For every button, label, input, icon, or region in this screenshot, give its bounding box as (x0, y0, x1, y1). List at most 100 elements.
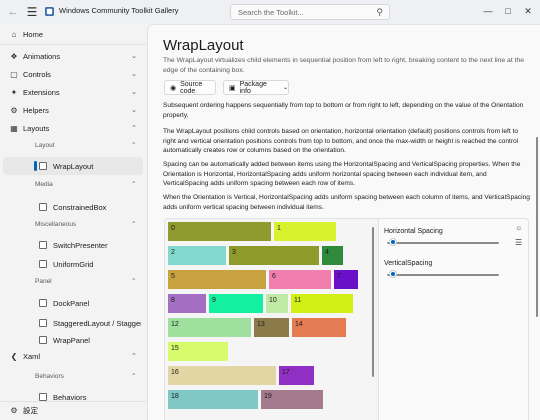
wrap-item-19: 19 (261, 390, 323, 409)
chevron-up-icon[interactable]: ⌃ (131, 373, 137, 380)
sidebar-item-label: Behaviors (53, 393, 87, 402)
app-logo-icon (45, 7, 54, 16)
divider (0, 401, 147, 402)
wrap-item-10: 10 (266, 294, 288, 313)
sidebar-item-label: ConstrainedBox (53, 203, 107, 212)
sidebar-item-settings[interactable]: ⚙ 設定 (3, 401, 143, 419)
wrap-item-17: 17 (279, 366, 314, 385)
dockpanel-icon (39, 299, 47, 307)
sidebar-item-label: Animations (23, 51, 61, 61)
group-header-behaviors: Behaviors (35, 373, 64, 380)
chevron-up-icon[interactable]: ⌃ (131, 221, 137, 228)
animations-icon: ❖ (10, 51, 18, 61)
horizontal-spacing-slider[interactable] (387, 242, 499, 244)
chevron-down-icon: ⌄ (282, 85, 288, 91)
search-icon[interactable]: ⚲ (376, 7, 383, 17)
wrap-item-2: 2 (168, 246, 226, 265)
sidebar-item-switchpresenter[interactable]: SwitchPresenter (3, 236, 143, 254)
vertical-spacing-thumb[interactable] (389, 271, 396, 277)
chevron-up-icon[interactable]: ⌃ (131, 278, 137, 285)
wrap-item-3: 3 (229, 246, 319, 265)
sidebar-item-controls[interactable]: ▢ Controls ⌄ (3, 65, 143, 83)
behaviors-icon (39, 393, 47, 401)
wrap-item-13: 13 (254, 318, 289, 337)
vertical-spacing-slider[interactable] (387, 274, 499, 276)
wrap-item-11: 11 (291, 294, 353, 313)
window-title: Windows Community Toolkit Gallery (59, 6, 179, 15)
controls-icon: ▢ (10, 69, 18, 79)
sidebar-item-wrappanel[interactable]: WrapPanel (3, 331, 143, 349)
gear-icon: ⚙ (10, 405, 18, 415)
content-pane: WrapLayout The WrapLayout virtualizes ch… (147, 24, 540, 420)
demo-scrollbar[interactable] (372, 227, 374, 377)
home-icon: ⌂ (11, 29, 17, 39)
maximize-icon[interactable]: □ (505, 6, 511, 16)
wraplayout-icon (39, 162, 47, 170)
wrap-item-0: 0 (168, 222, 271, 241)
sidebar-item-dockpanel[interactable]: DockPanel (3, 294, 143, 312)
page-description: The WrapLayout virtualizes child element… (163, 57, 525, 74)
sidebar-item-helpers[interactable]: ⚙ Helpers ⌄ (3, 101, 143, 119)
options-list-icon[interactable]: ☰ (515, 238, 523, 247)
page-title: WrapLayout (163, 37, 244, 54)
sidebar-item-layouts[interactable]: ▦ Layouts ⌃ (3, 119, 143, 137)
sidebar-item-label: Extensions (23, 87, 60, 97)
search-box[interactable]: Search the Toolkit... ⚲ (230, 4, 390, 20)
sidebar-item-label: Home (23, 29, 44, 39)
wrap-item-16: 16 (168, 366, 276, 385)
constrainedbox-icon (39, 203, 47, 211)
paragraph-2: The WrapLayout positions child controls … (163, 128, 519, 154)
chevron-up-icon[interactable]: ⌃ (131, 181, 137, 188)
sidebar-item-label: Xaml (23, 351, 41, 361)
group-header-media: Media (35, 181, 53, 188)
sidebar-item-label: WrapLayout (53, 162, 94, 171)
title-bar: ← ☰ Windows Community Toolkit Gallery Se… (0, 0, 540, 24)
paragraph-1: Subsequent ordering happens sequentially… (163, 102, 524, 119)
vertical-spacing-label: VerticalSpacing (384, 260, 433, 267)
horizontal-spacing-label: Horizontal Spacing (384, 228, 443, 235)
chevron-up-icon[interactable]: ⌃ (131, 142, 137, 149)
sidebar-item-wraplayout[interactable]: WrapLayout (3, 157, 143, 175)
wrap-item-9: 9 (209, 294, 263, 313)
sidebar-item-label: Layouts (23, 123, 50, 133)
back-icon[interactable]: ← (7, 6, 19, 18)
uniformgrid-icon (39, 260, 47, 268)
sidebar-item-behaviors[interactable]: Behaviors (3, 388, 143, 406)
search-input[interactable]: Search the Toolkit... (238, 8, 304, 17)
wrap-item-15: 15 (168, 342, 228, 361)
wrap-item-14: 14 (292, 318, 346, 337)
sidebar-item-xaml[interactable]: ❮ Xaml ⌃ (3, 347, 143, 365)
wrap-item-1: 1 (274, 222, 336, 241)
group-header-panel: Panel (35, 278, 52, 285)
sidebar-item-label: WrapPanel (53, 336, 90, 345)
group-header-miscellaneous: Miscellaneous (35, 221, 77, 228)
sidebar-item-animations[interactable]: ❖ Animations ⌄ (3, 47, 143, 65)
sidebar-item-extensions[interactable]: ✦ Extensions ⌄ (3, 83, 143, 101)
package-info-button[interactable]: ▣ Package info ⌄ (223, 80, 289, 95)
wrap-item-8: 8 (168, 294, 206, 313)
horizontal-spacing-thumb[interactable] (389, 239, 396, 245)
chevron-down-icon: ⌄ (131, 107, 137, 114)
switchpresenter-icon (39, 241, 47, 249)
sidebar-item-label: SwitchPresenter (53, 241, 108, 250)
source-code-button[interactable]: ◉ Source code (164, 80, 216, 95)
wrap-item-5: 5 (168, 270, 266, 289)
theme-toggle-icon[interactable]: ☼ (515, 223, 523, 232)
chevron-up-icon: ⌃ (131, 125, 137, 132)
extensions-icon: ✦ (10, 87, 18, 97)
wrap-item-4: 4 (322, 246, 343, 265)
sidebar-item-uniformgrid[interactable]: UniformGrid (3, 255, 143, 273)
hamburger-menu-icon[interactable]: ☰ (26, 5, 38, 19)
package-icon: ▣ (229, 84, 236, 92)
paragraph-3: Spacing can be automatically added betwe… (163, 161, 521, 187)
chevron-down-icon: ⌄ (131, 89, 137, 96)
layouts-icon: ▦ (10, 123, 18, 133)
minimize-icon[interactable]: — (483, 6, 493, 16)
sidebar-item-constrainedbox[interactable]: ConstrainedBox (3, 198, 143, 216)
sidebar-item-label: Helpers (23, 105, 49, 115)
page-scrollbar[interactable] (536, 137, 538, 317)
sidebar-item-staggeredlayout[interactable]: StaggeredLayout / StaggeredPanel (3, 314, 143, 332)
close-icon[interactable]: ✕ (524, 6, 532, 16)
chevron-down-icon: ⌄ (131, 53, 137, 60)
sidebar-item-home[interactable]: ⌂ Home (3, 25, 143, 43)
